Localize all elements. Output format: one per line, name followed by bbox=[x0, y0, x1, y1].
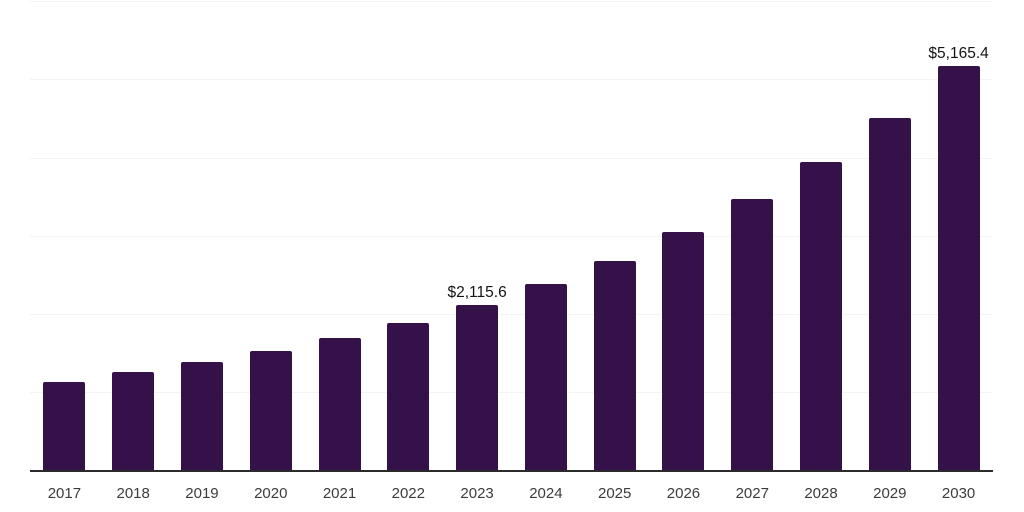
x-axis-tick-label-2017: 2017 bbox=[47, 485, 82, 502]
x-axis-tick-label-2030: 2030 bbox=[941, 485, 976, 502]
bar-2017 bbox=[43, 382, 86, 471]
bar-2023 bbox=[456, 304, 499, 471]
bar-2020 bbox=[249, 351, 292, 471]
gridline-1000 bbox=[30, 392, 993, 394]
bar-value-label-2023: $2,115.6 bbox=[447, 283, 507, 301]
bar-2028 bbox=[800, 162, 843, 471]
bar-2025 bbox=[593, 261, 636, 471]
x-axis-tick-label-2020: 2020 bbox=[254, 485, 288, 502]
x-axis-tick-label-2023: 2023 bbox=[460, 485, 494, 502]
x-axis-line bbox=[30, 469, 993, 472]
x-axis-tick-label-2021: 2021 bbox=[322, 485, 357, 502]
gridline-3000 bbox=[30, 235, 993, 237]
x-axis-tick-label-2028: 2028 bbox=[804, 485, 838, 502]
bar-2024 bbox=[524, 284, 567, 471]
x-axis-tick-label-2025: 2025 bbox=[597, 485, 632, 502]
bar-2026 bbox=[662, 232, 705, 471]
x-axis-tick-label-2029: 2029 bbox=[873, 485, 907, 502]
bar-2029 bbox=[868, 118, 911, 471]
bar-2021 bbox=[318, 338, 361, 471]
gridline-6000 bbox=[30, 1, 993, 2]
bar-2030 bbox=[937, 66, 980, 471]
bar-2018 bbox=[112, 372, 155, 471]
gridline-2000 bbox=[30, 314, 993, 315]
x-axis-tick-label-2026: 2026 bbox=[666, 485, 701, 502]
x-axis-tick-label-2019: 2019 bbox=[185, 485, 219, 502]
x-axis-tick-label-2018: 2018 bbox=[116, 485, 150, 502]
gridline-5000 bbox=[30, 79, 993, 81]
x-axis-tick-label-2027: 2027 bbox=[735, 485, 769, 502]
gridline-4000 bbox=[30, 157, 993, 159]
x-axis-tick-label-2022: 2022 bbox=[391, 485, 425, 502]
bar-2027 bbox=[731, 199, 774, 471]
bar-2022 bbox=[387, 323, 430, 471]
bar-2019 bbox=[180, 362, 223, 471]
bar-value-label-2030: $5,165.4 bbox=[928, 45, 989, 63]
x-axis-tick-label-2024: 2024 bbox=[529, 485, 563, 502]
